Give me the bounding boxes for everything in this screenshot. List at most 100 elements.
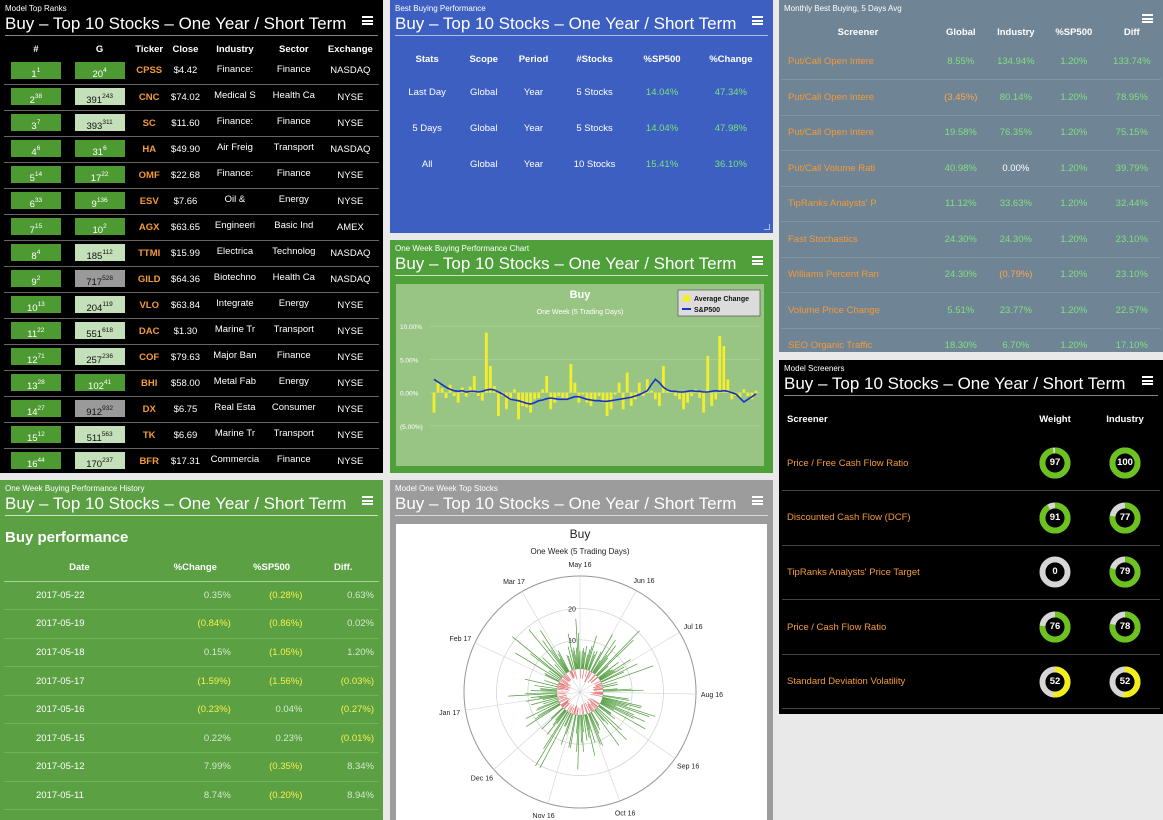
table-row[interactable]: SEO Organic Traffic 18.30% 6.70% 1.20% 17.10… — [781, 328, 1161, 352]
table-row[interactable]: 1271 257236 COF $79.63 Major Ban Finance NYSE — [4, 344, 379, 371]
table-row[interactable]: All Global Year 10 Stocks 15.41% 36.10% — [395, 146, 768, 182]
bar[interactable] — [597, 392, 601, 396]
ticker[interactable]: TTMI — [131, 240, 167, 267]
column-header[interactable]: Date — [4, 554, 155, 582]
bar[interactable] — [517, 392, 520, 420]
bar[interactable] — [513, 389, 516, 393]
column-header[interactable]: %Change — [154, 554, 236, 582]
bar[interactable] — [629, 392, 633, 406]
bar[interactable] — [702, 392, 706, 413]
bar[interactable] — [529, 392, 533, 413]
ticker[interactable]: DAC — [131, 318, 167, 345]
column-header[interactable]: Industry — [997, 26, 1035, 38]
table-row[interactable]: TipRanks Analysts' P 11.12% 33.63% 1.20% 32.… — [781, 186, 1161, 222]
column-header[interactable]: Close — [172, 43, 199, 55]
bar[interactable] — [601, 392, 605, 403]
bar[interactable] — [549, 392, 553, 410]
table-row[interactable]: 1013 204119 VLO $63.84 Integrate Energy NYSE — [4, 292, 379, 319]
bar[interactable] — [593, 392, 597, 400]
bar[interactable] — [653, 392, 657, 400]
column-header[interactable]: Scope — [469, 53, 498, 65]
table-row[interactable]: 2017-05-18 0.15% (1.05%) 1.20% — [4, 638, 379, 668]
bar[interactable] — [674, 392, 677, 396]
bar[interactable] — [726, 379, 730, 393]
column-header[interactable]: Industry — [1106, 413, 1144, 425]
screener-name[interactable]: Put/Call Volume Rati — [781, 150, 935, 187]
table-row[interactable]: 2017-05-17 (1.59%) (1.56%) (0.03%) — [4, 666, 379, 696]
bar[interactable] — [625, 372, 629, 393]
bar[interactable] — [452, 392, 456, 396]
column-header[interactable]: Period — [518, 53, 549, 65]
bar[interactable] — [742, 389, 746, 393]
screener-name[interactable]: Price / Free Cash Flow Ratio — [782, 436, 1020, 492]
screener-name[interactable]: SEO Organic Traffic — [781, 328, 935, 352]
ticker[interactable]: OMF — [131, 162, 167, 189]
bar[interactable] — [533, 392, 537, 400]
ticker[interactable]: DX — [131, 396, 167, 423]
bar[interactable] — [706, 356, 710, 393]
menu-icon[interactable] — [362, 16, 373, 25]
bar[interactable] — [472, 376, 476, 393]
bar[interactable] — [488, 366, 492, 393]
table-row[interactable]: Price / Free Cash Flow Ratio 97 100 — [782, 436, 1160, 492]
bar[interactable] — [637, 382, 641, 393]
table-row[interactable]: 2017-05-15 0.22% 0.23% (0.01%) — [4, 723, 379, 754]
bar[interactable] — [521, 392, 524, 406]
bar[interactable] — [444, 392, 448, 398]
table-row[interactable]: Put/Call Volume Rati 40.98% 0.00% 1.20% 39.7… — [781, 150, 1161, 187]
table-row[interactable]: 2017-05-12 7.99% (0.35%) 8.34% — [4, 752, 379, 782]
column-header[interactable]: Weight — [1039, 413, 1071, 425]
menu-icon[interactable] — [752, 496, 763, 505]
bar[interactable] — [581, 392, 585, 395]
bar[interactable] — [657, 392, 661, 406]
table-row[interactable]: 2017-05-19 (0.84%) (0.86%) 0.02% — [4, 609, 379, 639]
table-row[interactable]: 5 Days Global Year 5 Stocks 14.04% 47.98% — [395, 110, 768, 146]
bar[interactable] — [480, 392, 484, 401]
screener-name[interactable]: Volume Price Change — [781, 292, 935, 329]
ticker[interactable]: BHI — [131, 370, 167, 397]
column-header[interactable]: G — [95, 43, 104, 55]
column-header[interactable]: Exchange — [327, 43, 373, 55]
table-row[interactable]: 1427 912932 DX $6.75 Real Esta Consumer NYSE — [4, 396, 379, 423]
ticker[interactable]: BFR — [131, 448, 167, 473]
ticker[interactable]: TK — [131, 422, 167, 449]
menu-icon[interactable] — [362, 496, 373, 505]
table-row[interactable]: Williams Percent Ran 24.30% (0.79%) 1.20% 23… — [781, 257, 1161, 293]
bar[interactable] — [553, 392, 557, 403]
bar[interactable] — [613, 392, 617, 395]
menu-icon[interactable] — [752, 16, 763, 25]
table-row[interactable]: 84 185112 TTMI $15.99 Electrica Technolog NASD… — [4, 240, 379, 267]
bar[interactable] — [682, 392, 685, 410]
table-row[interactable]: 238 391243 CNC $74.02 Medical S Health Ca NYSE — [4, 84, 379, 111]
ticker[interactable]: SC — [131, 110, 167, 137]
polar-chart[interactable]: Buy One Week (5 Trading Days) May 16 Jun 16… — [396, 524, 767, 820]
bar[interactable] — [698, 392, 702, 398]
ticker[interactable]: AGX — [131, 214, 167, 241]
bar[interactable] — [573, 382, 577, 393]
ticker[interactable]: COF — [131, 344, 167, 371]
screener-name[interactable]: Fast Stochastics — [781, 221, 935, 258]
bar[interactable] — [509, 392, 512, 400]
bar[interactable] — [569, 364, 573, 393]
bar[interactable] — [754, 390, 758, 393]
bar[interactable] — [605, 392, 609, 416]
column-header[interactable]: #Stocks — [576, 53, 613, 65]
bar[interactable] — [440, 388, 444, 393]
bar[interactable] — [577, 392, 581, 403]
table-row[interactable]: 1512 511563 TK $6.69 Marine Tr Transport NYSE — [4, 422, 379, 449]
bar[interactable] — [722, 346, 726, 393]
menu-icon[interactable] — [752, 256, 763, 265]
bar[interactable] — [484, 332, 488, 393]
table-row[interactable]: 1328 10241 BHI $58.00 Metal Fab Energy NYSE — [4, 370, 379, 397]
screener-name[interactable]: TipRanks Analysts' Price Target — [782, 545, 1020, 601]
ticker[interactable]: GILD — [131, 266, 167, 293]
ticker[interactable]: CPSS — [131, 58, 167, 85]
bar[interactable] — [641, 392, 645, 396]
bar[interactable] — [565, 392, 569, 400]
resize-handle-icon[interactable] — [764, 224, 770, 230]
table-row[interactable]: 92 717528 GILD $64.36 Biotechno Health Ca NASD… — [4, 266, 379, 293]
column-header[interactable]: %SP500 — [643, 53, 681, 65]
bar[interactable] — [436, 382, 440, 393]
bar[interactable] — [738, 392, 742, 398]
bar[interactable] — [678, 392, 681, 400]
